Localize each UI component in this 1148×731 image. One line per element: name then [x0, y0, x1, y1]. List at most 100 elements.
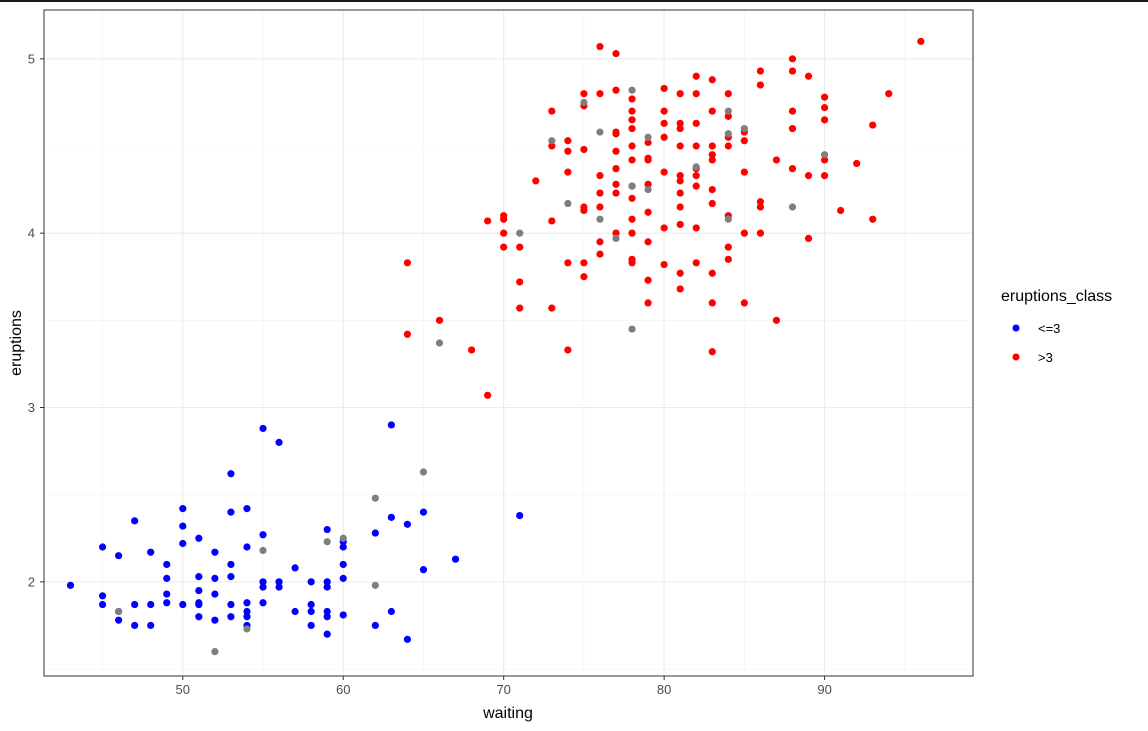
data-point-le3: [195, 586, 203, 595]
data-point-le3: [195, 573, 203, 581]
data-point-gt3: [676, 90, 684, 98]
data-point-le3: [211, 574, 219, 582]
data-point-gt3: [435, 316, 444, 324]
data-point-le3: [227, 470, 235, 478]
data-point-gt3: [676, 177, 684, 185]
y-tick-label: 4: [28, 226, 35, 241]
data-point-gt3: [804, 234, 813, 242]
x-tick-label: 90: [817, 682, 831, 697]
data-point-le3: [371, 621, 379, 630]
data-point-gt3: [676, 142, 684, 150]
data-point-gt3: [660, 119, 668, 127]
data-point-gt3: [740, 137, 748, 145]
x-tick-label: 60: [336, 682, 350, 697]
data-point-gt3: [660, 168, 668, 176]
data-point-le3: [259, 583, 267, 591]
data-point-gt3: [612, 189, 620, 197]
data-point-gt3: [644, 208, 652, 216]
data-point-gt3: [740, 299, 748, 307]
legend-title: eruptions_class: [1001, 288, 1112, 305]
data-point-gray: [692, 163, 700, 171]
data-point-gray: [628, 86, 636, 94]
data-point-le3: [211, 548, 219, 556]
data-point-le3: [339, 611, 347, 619]
data-point-gt3: [676, 269, 684, 277]
data-point-gt3: [628, 156, 636, 164]
data-point-gt3: [676, 172, 684, 180]
data-point-gt3: [500, 243, 508, 251]
data-point-le3: [403, 520, 412, 528]
data-point-gt3: [724, 90, 732, 98]
data-point-le3: [147, 621, 155, 630]
data-point-gray: [211, 647, 219, 656]
x-axis-title: waiting: [482, 705, 533, 722]
data-point-le3: [243, 613, 251, 621]
data-point-gt3: [692, 172, 700, 180]
data-point-le3: [307, 578, 315, 586]
data-point-le3: [227, 508, 235, 516]
data-point-le3: [227, 600, 235, 609]
panel-border: [43, 9, 974, 677]
data-point-gt3: [692, 119, 700, 127]
data-point-gt3: [596, 172, 604, 180]
data-point-gt3: [692, 72, 700, 80]
data-point-gt3: [708, 151, 716, 159]
data-point-gray: [259, 546, 267, 555]
data-point-gt3: [869, 215, 877, 223]
data-point-gt3: [596, 189, 604, 197]
data-point-gt3: [708, 76, 716, 84]
data-point-le3: [243, 599, 251, 607]
data-point-gt3: [837, 206, 845, 215]
data-point-gt3: [660, 84, 668, 93]
y-tick-label: 3: [28, 400, 35, 415]
data-point-gt3: [644, 180, 652, 188]
data-point-gt3: [580, 90, 588, 98]
data-point-gt3: [676, 124, 684, 133]
data-point-gt3: [692, 259, 700, 267]
data-point-le3: [516, 512, 524, 520]
data-point-gt3: [564, 168, 572, 176]
data-point-gt3: [403, 330, 412, 338]
data-point-le3: [163, 599, 171, 607]
data-point-gt3: [917, 37, 925, 45]
data-point-le3: [419, 508, 428, 516]
data-point-gt3: [596, 90, 604, 98]
data-point-le3: [307, 607, 315, 616]
x-tick-label: 80: [657, 682, 671, 697]
y-axis-title: eruptions: [8, 310, 25, 376]
data-point-gt3: [564, 346, 572, 354]
data-point-gray: [724, 107, 732, 115]
data-point-le3: [227, 560, 235, 569]
data-point-gt3: [628, 259, 636, 267]
data-point-le3: [98, 600, 107, 609]
legend-label-le3: <=3: [1038, 321, 1060, 336]
data-point-gt3: [660, 224, 668, 232]
data-point-gt3: [612, 165, 620, 173]
data-point-gt3: [708, 185, 716, 194]
data-point-gt3: [596, 203, 604, 211]
data-point-le3: [403, 635, 412, 643]
data-point-le3: [243, 543, 251, 551]
data-point-le3: [387, 607, 395, 616]
data-point-le3: [98, 592, 107, 600]
data-point-gt3: [612, 147, 620, 155]
axis-ticks: 50 60 70 80 90 2 3 4 5: [28, 51, 832, 697]
data-point-le3: [259, 531, 267, 539]
data-point-gray: [323, 538, 331, 546]
data-point-le3: [131, 621, 139, 630]
data-point-gt3: [804, 72, 813, 80]
data-point-gt3: [580, 206, 588, 215]
data-point-gt3: [628, 107, 636, 115]
x-tick-label: 50: [176, 682, 190, 697]
data-point-gray: [644, 133, 652, 141]
data-point-gt3: [692, 90, 700, 98]
data-point-gt3: [467, 346, 476, 354]
legend-key-le3: [1012, 324, 1020, 332]
data-point-gt3: [612, 86, 620, 94]
y-tick-label: 2: [28, 574, 35, 589]
data-point-gray: [612, 234, 620, 242]
data-point-gt3: [820, 104, 829, 112]
data-point-gt3: [596, 238, 604, 246]
data-point-le3: [131, 517, 139, 525]
